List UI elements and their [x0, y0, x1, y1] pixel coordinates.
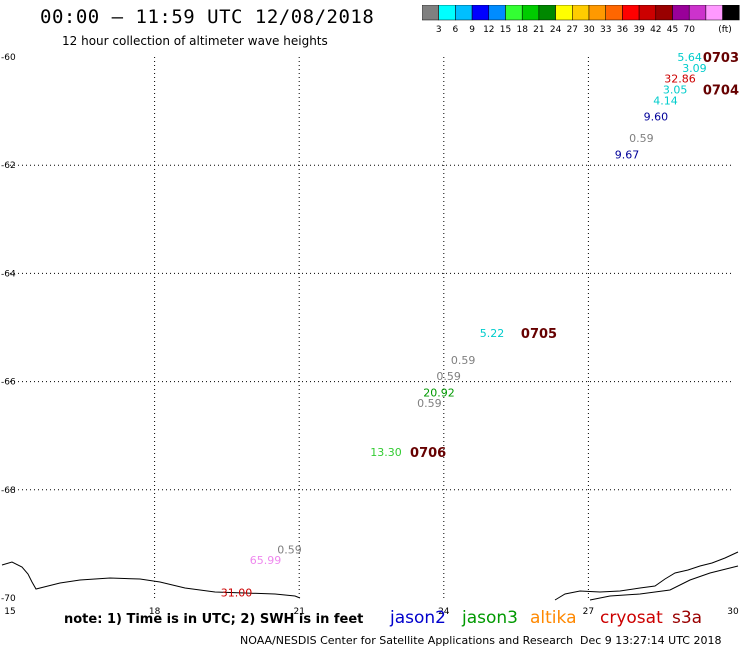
- wave-height-label: 65.99: [250, 554, 282, 567]
- footer-credit: NOAA/NESDIS Center for Satellite Applica…: [240, 634, 574, 647]
- colorbar-swatch: [722, 5, 740, 21]
- time-stamp-label: 0703: [703, 51, 739, 66]
- chart-axes: 15 18 21 24 27 30 -60 -62 -64 -66 -68 -70: [1, 53, 739, 617]
- x-tick-label: 18: [149, 607, 161, 617]
- wave-height-label: 9.60: [644, 111, 669, 124]
- y-tick-label: -60: [1, 53, 16, 63]
- footer-note: note: 1) Time is in UTC; 2) SWH is in fe…: [64, 612, 364, 627]
- colorbar-label: 6: [453, 25, 459, 35]
- satellite-legend-altika: altika: [530, 608, 577, 628]
- colorbar-label: 12: [483, 25, 494, 35]
- wave-height-label: 0.59: [436, 370, 461, 383]
- satellite-legend-cryosat: cryosat: [600, 608, 663, 628]
- wave-height-label: 9.67: [615, 148, 640, 161]
- colorbar-unit: (ft): [718, 25, 732, 35]
- coastline: [1, 551, 739, 601]
- wave-height-label: 4.14: [653, 94, 678, 107]
- wave-height-label: 5.22: [480, 327, 505, 340]
- y-tick-label: -68: [1, 486, 16, 496]
- wave-height-label: 3.09: [682, 62, 707, 75]
- satellite-legend-s3a: s3a: [672, 608, 703, 628]
- colorbar-label: 21: [533, 25, 544, 35]
- wave-height-label: 0.59: [277, 543, 302, 556]
- wave-height-label: 31.00: [221, 587, 253, 600]
- x-tick-label: 15: [4, 607, 15, 617]
- colorbar-label: 39: [633, 25, 645, 35]
- wave-height-label: 0.59: [629, 132, 654, 145]
- time-stamp-label: 0704: [703, 83, 739, 98]
- page-title: 00:00 – 11:59 UTC 12/08/2018: [40, 6, 375, 28]
- wave-height-label: 0.59: [417, 397, 442, 410]
- colorbar-label: 24: [550, 25, 562, 35]
- y-tick-label: -64: [1, 269, 16, 279]
- wave-height-label: 3.05: [663, 83, 688, 96]
- x-tick-label: 24: [438, 607, 450, 617]
- colorbar-label: 30: [583, 25, 595, 35]
- wave-height-label: 13.30: [370, 446, 402, 459]
- chart-grid: [10, 57, 733, 598]
- colorbar-label: 9: [469, 25, 475, 35]
- colorbar-label: 15: [500, 25, 511, 35]
- time-stamp-label: 0706: [410, 446, 446, 461]
- colorbar-label: 70: [683, 25, 695, 35]
- page-subtitle: 12 hour collection of altimeter wave hei…: [62, 34, 328, 48]
- y-tick-label: -62: [1, 161, 16, 171]
- colorbar-label: 36: [617, 25, 629, 35]
- wave-height-label: 20.92: [423, 386, 455, 399]
- coastline-right-2: [589, 565, 739, 601]
- coastline-left: [1, 561, 301, 599]
- wave-height-label: 32.86: [664, 73, 696, 86]
- colorbar-label: 27: [567, 25, 578, 35]
- color-scale-legend: 3 6 9 12 15 18 21 24 27 30 33 36 39 42 45 70 (ft): [422, 5, 740, 35]
- colorbar-label: 3: [436, 25, 442, 35]
- coastline-right: [554, 551, 739, 601]
- wave-height-label: 0.59: [451, 354, 476, 367]
- x-tick-label: 21: [293, 607, 304, 617]
- x-tick-label: 30: [727, 607, 739, 617]
- y-tick-label: -70: [1, 594, 16, 604]
- colorbar-label: 33: [600, 25, 611, 35]
- x-tick-label: 27: [583, 607, 594, 617]
- wave-height-label: 5.64: [677, 51, 702, 64]
- colorbar-label: 42: [650, 25, 661, 35]
- time-stamp-label: 0705: [521, 327, 557, 342]
- colorbar-label: 18: [516, 25, 528, 35]
- colorbar-label: 45: [667, 25, 678, 35]
- satellite-legend-jason2: jason2: [390, 608, 446, 628]
- y-tick-label: -66: [1, 378, 16, 388]
- footer-timestamp: Dec 9 13:27:14 UTC 2018: [580, 634, 722, 647]
- satellite-legend-jason3: jason3: [462, 608, 518, 628]
